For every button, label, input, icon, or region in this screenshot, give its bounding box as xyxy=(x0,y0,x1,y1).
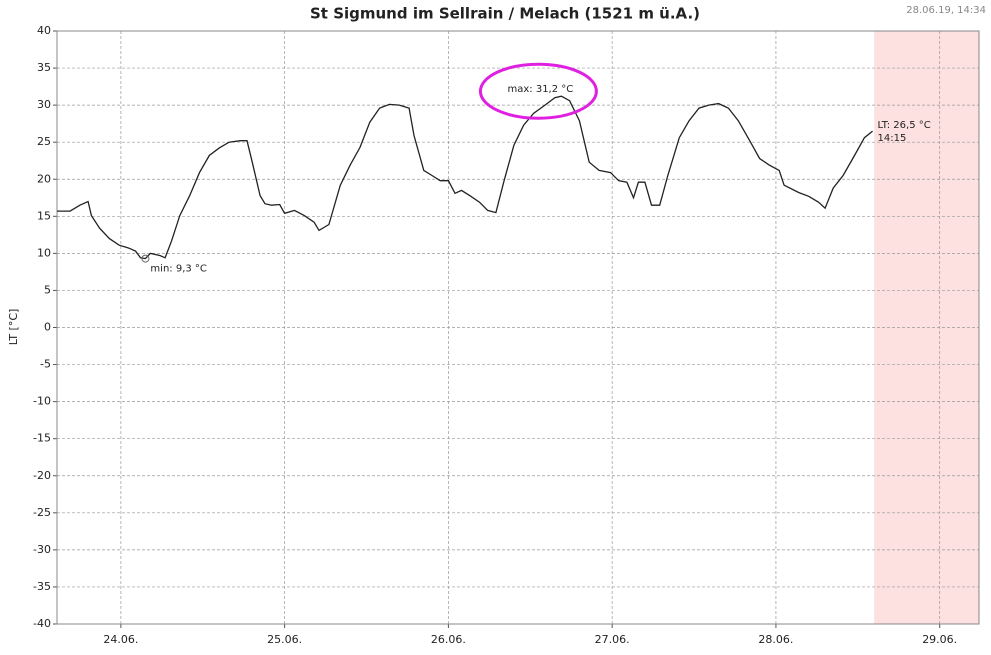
y-tick-label: 10 xyxy=(37,246,51,259)
y-tick-label: -10 xyxy=(33,395,51,408)
timestamp: 28.06.19, 14:34 xyxy=(906,5,986,16)
y-tick-label: -15 xyxy=(33,432,51,445)
y-tick-label: 15 xyxy=(37,209,51,222)
plot-border xyxy=(56,30,980,625)
y-tick-label: 40 xyxy=(37,24,51,37)
y-tick-label: -20 xyxy=(33,469,51,482)
chart-title: St Sigmund im Sellrain / Melach (1521 m … xyxy=(310,5,700,23)
y-tick-label: 25 xyxy=(37,135,51,148)
highlight-region xyxy=(874,31,979,624)
y-tick-label: -30 xyxy=(33,543,51,556)
y-tick-label: -40 xyxy=(33,617,51,630)
y-tick-label: 5 xyxy=(44,283,51,296)
temperature-line xyxy=(57,95,874,260)
y-tick-label: -5 xyxy=(40,358,51,371)
x-tick-label: 26.06. xyxy=(431,633,466,646)
y-tick-label: -25 xyxy=(33,506,51,519)
x-tick-label: 24.06. xyxy=(103,633,138,646)
x-tick-label: 28.06. xyxy=(758,633,793,646)
min-label: min: 9,3 °C xyxy=(150,264,206,275)
y-tick-label: 20 xyxy=(37,172,51,185)
x-tick-label: 29.06. xyxy=(922,633,957,646)
x-tick-label: 25.06. xyxy=(267,633,302,646)
y-tick-label: -35 xyxy=(33,580,51,593)
x-tick-label: 27.06. xyxy=(595,633,630,646)
last-label: LT: 26,5 °C xyxy=(878,120,931,131)
y-tick-label: 35 xyxy=(37,61,51,74)
last-time-label: 14:15 xyxy=(878,133,907,144)
highlight-ellipse xyxy=(478,62,598,120)
y-axis-label: LT [°C] xyxy=(7,309,20,346)
max-label: max: 31,2 °C xyxy=(508,84,574,95)
min-marker xyxy=(141,254,150,263)
y-tick-label: 0 xyxy=(44,321,51,334)
y-tick-label: 30 xyxy=(37,98,51,111)
